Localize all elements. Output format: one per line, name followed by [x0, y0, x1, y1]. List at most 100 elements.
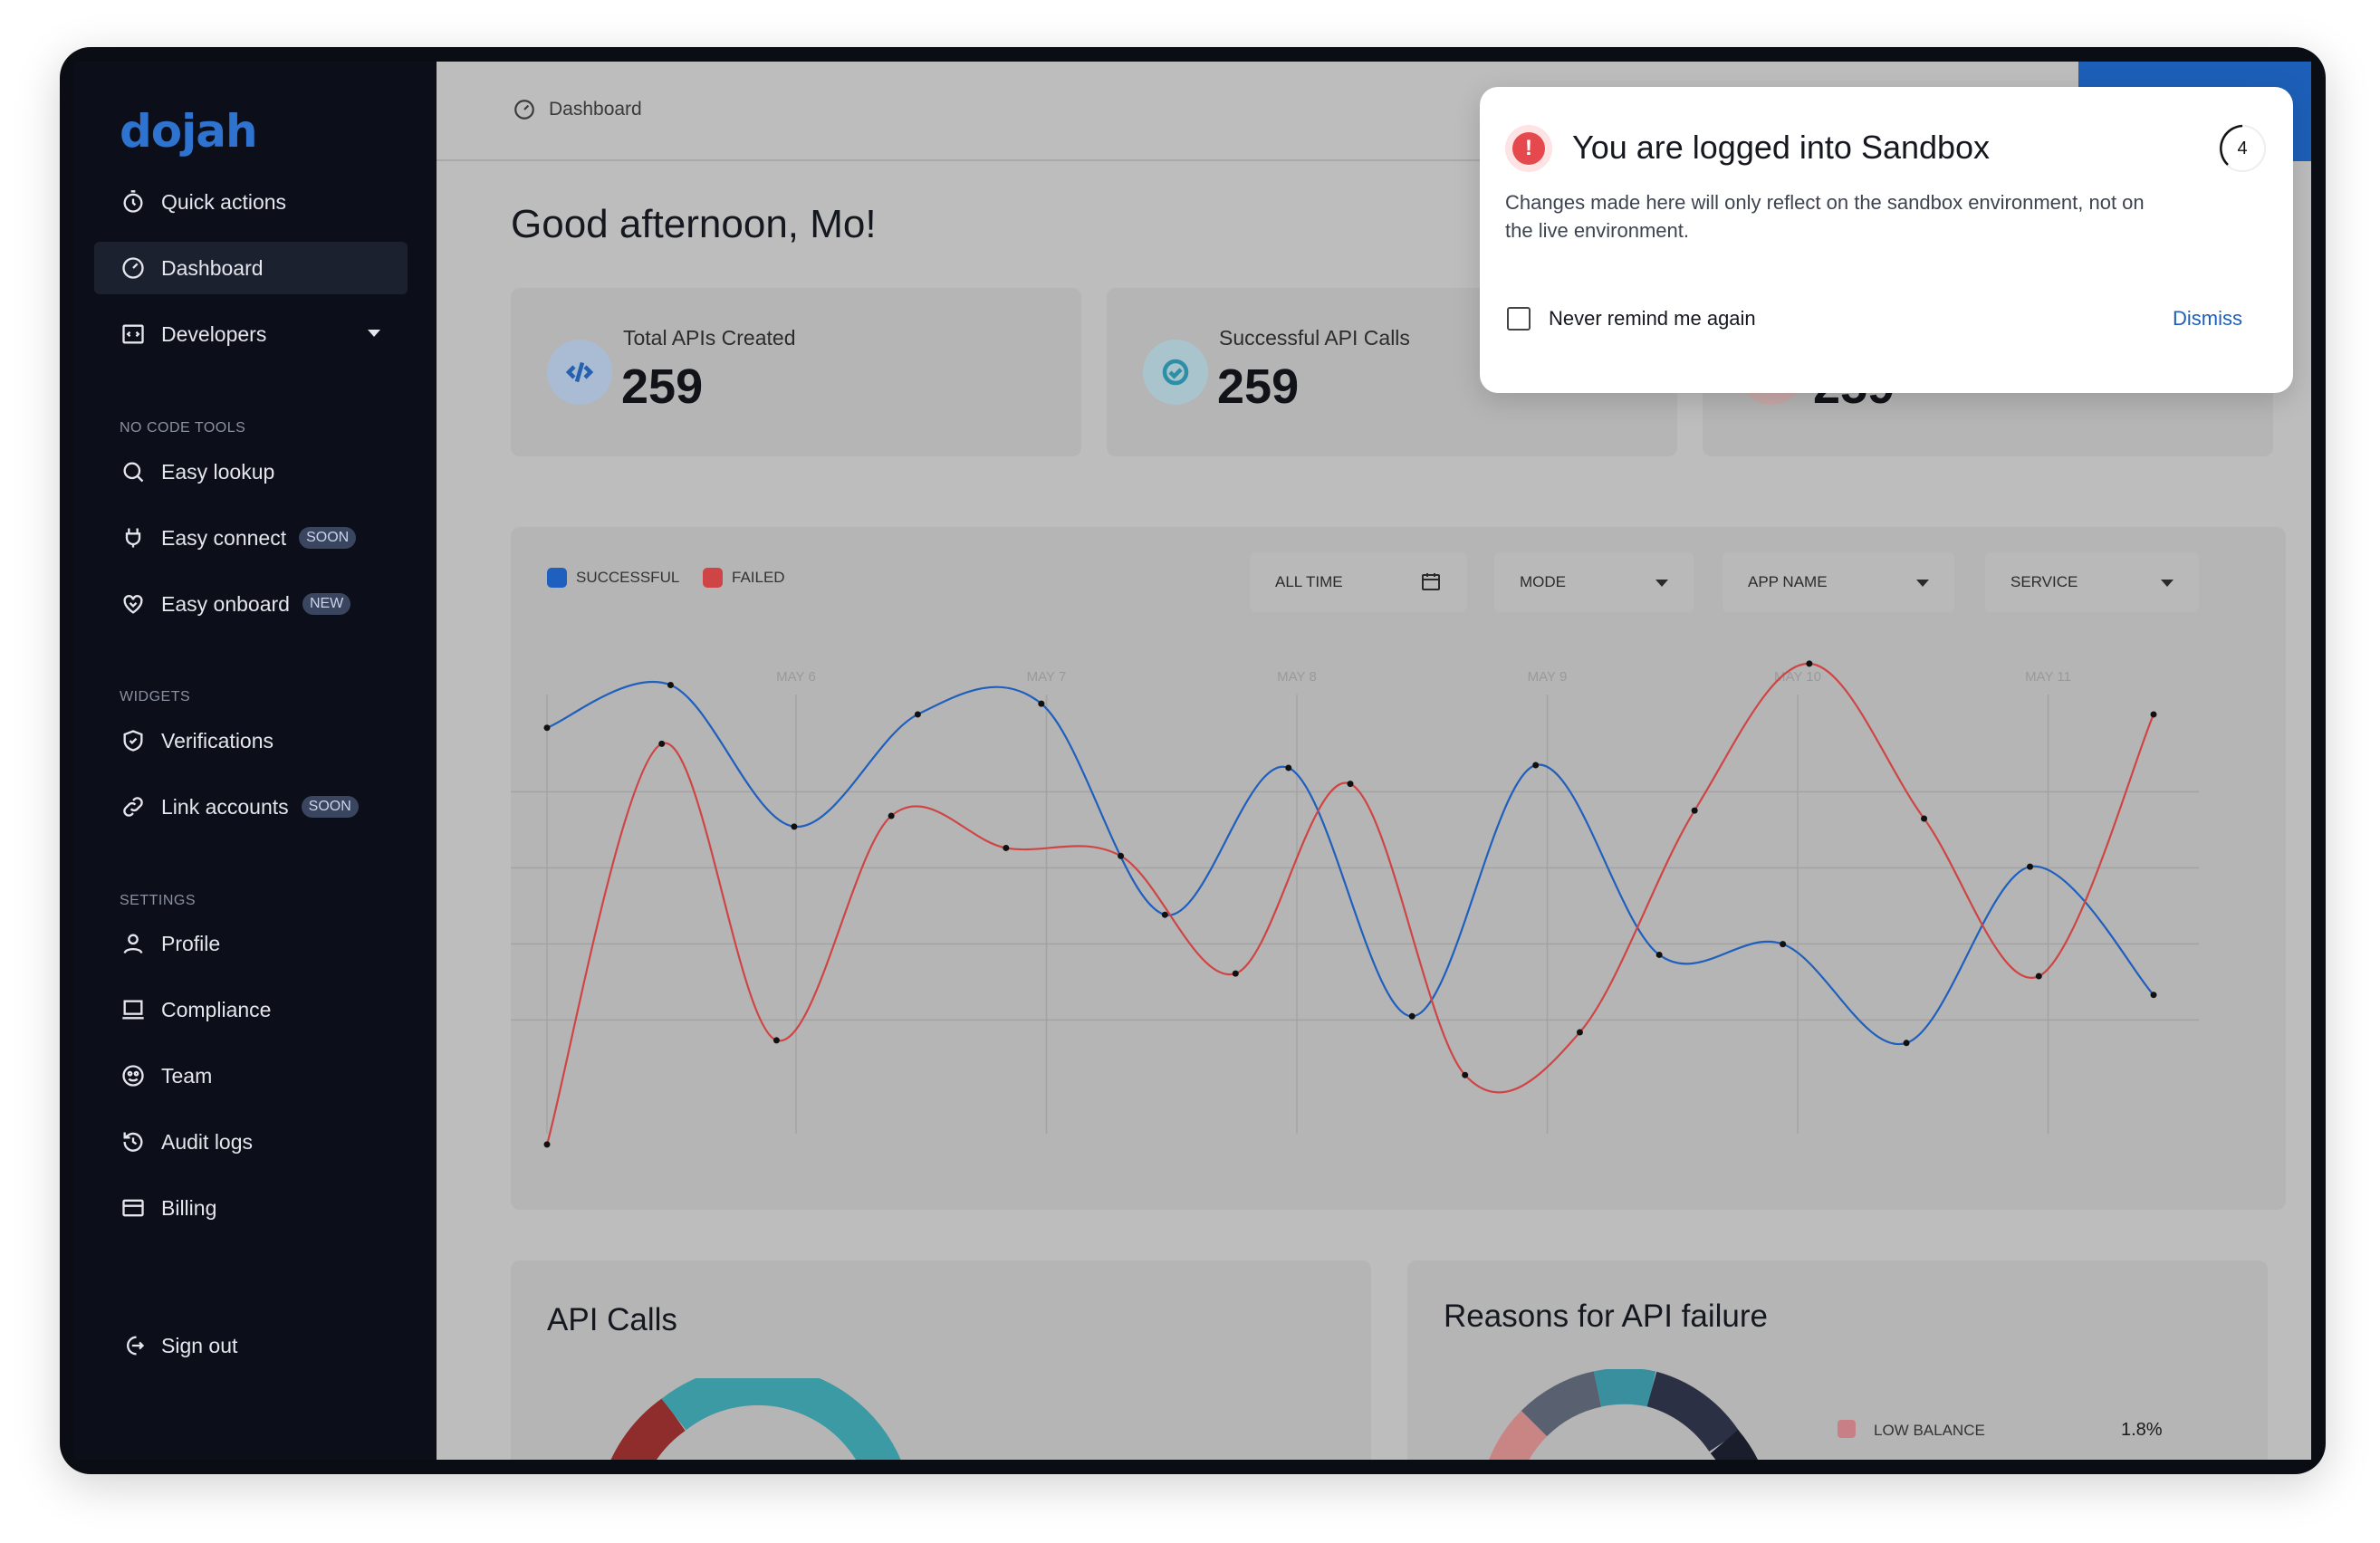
donut-segment — [1521, 1371, 1602, 1437]
sidebar-item-label: Audit logs — [161, 1129, 254, 1154]
donut-segment-successful — [661, 1378, 901, 1460]
sidebar-item-developers[interactable]: Developers — [94, 308, 408, 360]
sidebar-item-audit-logs[interactable]: Audit logs — [94, 1116, 408, 1168]
legend-successful: SUCCESSFUL — [547, 568, 679, 588]
stat-value: 259 — [621, 359, 704, 414]
x-tick-label: MAY 9 — [1528, 669, 1568, 685]
shield-check-icon — [120, 727, 147, 754]
data-point — [1691, 807, 1698, 814]
breadcrumb: Dashboard — [513, 98, 642, 121]
plug-icon — [120, 524, 147, 551]
team-icon — [120, 1062, 147, 1089]
panel-title: API Calls — [547, 1302, 677, 1337]
data-point — [543, 1141, 551, 1148]
donut-segment — [1710, 1430, 1758, 1460]
gauge-icon — [514, 100, 534, 120]
data-point — [1462, 1071, 1469, 1078]
chevron-down-icon — [2161, 580, 2174, 587]
never-remind-checkbox[interactable] — [1507, 307, 1531, 331]
soon-badge: SOON — [301, 796, 359, 818]
stat-label: Total APIs Created — [623, 326, 796, 350]
data-point — [1003, 844, 1010, 851]
api-chart-card: SUCCESSFUL FAILED ALL TIME MODE APP NAME — [511, 527, 2286, 1210]
sidebar-item-compliance[interactable]: Compliance — [94, 983, 408, 1036]
sidebar-item-label: Verifications — [161, 728, 274, 752]
mode-dropdown[interactable]: MODE — [1494, 552, 1694, 612]
sidebar-item-easy-onboard[interactable]: Easy onboard NEW — [94, 578, 408, 630]
chevron-down-icon — [1916, 580, 1929, 587]
data-point — [2027, 863, 2034, 870]
sidebar-item-easy-connect[interactable]: Easy connect SOON — [94, 512, 408, 564]
x-tick-label: MAY 7 — [1027, 669, 1067, 685]
app-name-label: APP NAME — [1748, 573, 1828, 590]
alert-icon: ! — [1505, 125, 1552, 172]
mode-label: MODE — [1520, 573, 1566, 590]
sidebar-item-label: Quick actions — [161, 189, 287, 214]
data-point — [1118, 852, 1125, 859]
sign-out-button[interactable]: Sign out — [94, 1319, 408, 1372]
sidebar-item-link-accounts[interactable]: Link accounts SOON — [94, 781, 408, 833]
sidebar-item-verifications[interactable]: Verifications — [94, 714, 408, 767]
search-icon — [120, 458, 147, 485]
x-tick-label: MAY 6 — [776, 669, 816, 685]
section-label-widgets: WIDGETS — [120, 689, 191, 704]
laptop-icon — [120, 996, 147, 1023]
sign-out-label: Sign out — [161, 1333, 238, 1357]
api-calls-donut — [610, 1378, 901, 1460]
code-window-icon — [120, 321, 147, 348]
reasons-panel: Reasons for API failure LOW BALANCE 1.8% — [1407, 1260, 2268, 1460]
history-icon — [120, 1128, 147, 1155]
sidebar-item-easy-lookup[interactable]: Easy lookup — [94, 446, 408, 498]
data-point — [2150, 992, 2157, 999]
sidebar-item-label: Team — [161, 1063, 213, 1088]
stopwatch-icon — [120, 188, 147, 216]
sign-out-icon — [120, 1332, 147, 1359]
api-calls-panel: API Calls — [511, 1260, 1371, 1460]
countdown-value: 4 — [2237, 138, 2248, 158]
breadcrumb-label: Dashboard — [549, 99, 642, 120]
logo: dojah — [120, 105, 258, 158]
app-name-dropdown[interactable]: APP NAME — [1723, 552, 1954, 612]
data-point — [543, 724, 551, 732]
data-point — [1921, 815, 1928, 822]
legend-swatch — [547, 568, 567, 588]
data-point — [1780, 941, 1787, 948]
sidebar-item-label: Easy connect — [161, 525, 287, 550]
stat-label: Successful API Calls — [1219, 326, 1410, 350]
chevron-down-icon — [1655, 580, 1668, 587]
data-point — [658, 740, 666, 747]
dismiss-button[interactable]: Dismiss — [2173, 307, 2242, 330]
data-point — [791, 823, 798, 830]
data-point — [1232, 970, 1239, 977]
user-icon — [120, 930, 147, 957]
data-point — [1806, 660, 1813, 667]
check-circle-icon — [1143, 340, 1208, 405]
service-label: SERVICE — [2011, 573, 2078, 590]
time-filter[interactable]: ALL TIME — [1250, 552, 1467, 612]
sidebar-item-profile[interactable]: Profile — [94, 917, 408, 970]
donut-segment — [1489, 1410, 1548, 1460]
stat-value: 259 — [1217, 359, 1300, 414]
countdown-timer: 4 — [2217, 123, 2268, 174]
api-line-chart: MAY 6 MAY 7 MAY 8 MAY 9 MAY 10 MAY 11 — [511, 660, 2199, 1148]
sidebar-item-team[interactable]: Team — [94, 1049, 408, 1102]
heart-handshake-icon — [120, 590, 147, 618]
app-screen: dojah Quick actions Dashboard Developers… — [74, 62, 2311, 1460]
data-point — [2150, 711, 2157, 718]
sidebar-item-dashboard[interactable]: Dashboard — [94, 242, 408, 294]
sidebar-item-label: Billing — [161, 1195, 217, 1220]
data-point — [1038, 700, 1045, 707]
legend-label: SUCCESSFUL — [576, 569, 680, 586]
credit-card-icon — [120, 1194, 147, 1222]
sidebar-item-billing[interactable]: Billing — [94, 1182, 408, 1234]
stat-card-total-apis: Total APIs Created 259 — [511, 288, 1081, 456]
never-remind-label[interactable]: Never remind me again — [1549, 307, 1756, 330]
reason-value: 1.8% — [2121, 1420, 2163, 1440]
data-point — [1532, 762, 1540, 769]
sandbox-notice-modal: ! You are logged into Sandbox 4 Changes … — [1480, 87, 2293, 393]
data-point — [1408, 1012, 1416, 1020]
series-line-failed — [545, 662, 2155, 1145]
sidebar-item-quick-actions[interactable]: Quick actions — [94, 176, 408, 228]
service-dropdown[interactable]: SERVICE — [1985, 552, 2199, 612]
page-title: Good afternoon, Mo! — [511, 202, 877, 246]
